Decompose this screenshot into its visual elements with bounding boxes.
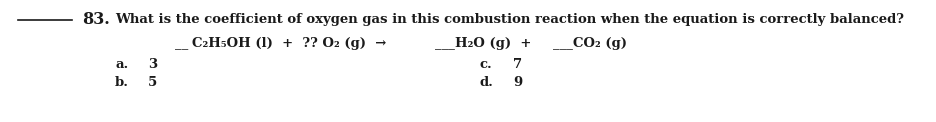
Text: ___: ___ (435, 37, 455, 51)
Text: H₂O (g)  +: H₂O (g) + (455, 37, 532, 51)
Text: __: __ (175, 37, 188, 51)
Text: a.: a. (115, 57, 128, 71)
Text: 3: 3 (148, 57, 157, 71)
Text: c.: c. (480, 57, 492, 71)
Text: ___: ___ (553, 37, 573, 51)
Text: b.: b. (115, 76, 129, 88)
Text: 5: 5 (148, 76, 157, 88)
Text: d.: d. (480, 76, 494, 88)
Text: 83.: 83. (82, 11, 110, 29)
Text: What is the coefficient of oxygen gas in this combustion reaction when the equat: What is the coefficient of oxygen gas in… (115, 14, 904, 26)
Text: C₂H₅OH (l)  +  ?? O₂ (g)  →: C₂H₅OH (l) + ?? O₂ (g) → (192, 37, 387, 51)
Text: CO₂ (g): CO₂ (g) (573, 37, 627, 51)
Text: 9: 9 (513, 76, 522, 88)
Text: 7: 7 (513, 57, 522, 71)
